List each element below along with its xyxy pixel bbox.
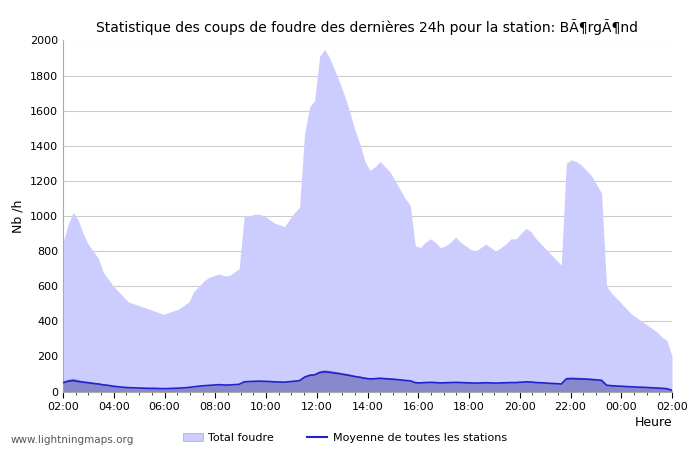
Text: www.lightningmaps.org: www.lightningmaps.org — [10, 435, 134, 445]
Title: Statistique des coups de foudre des dernières 24h pour la station: BÃ¶rgÃ¶nd: Statistique des coups de foudre des dern… — [97, 19, 638, 35]
Y-axis label: Nb /h: Nb /h — [11, 199, 25, 233]
Text: Heure: Heure — [634, 416, 672, 429]
